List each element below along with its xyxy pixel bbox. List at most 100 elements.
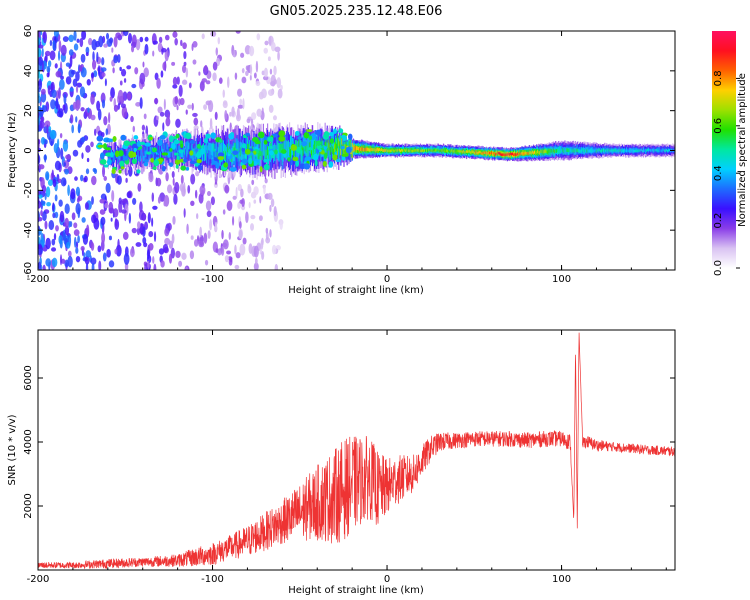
spectrogram-band-cell [381, 148, 383, 151]
spectrogram-band-cell [170, 144, 172, 151]
spectrogram-band-cell [352, 146, 355, 151]
spectrogram-band-cell [388, 149, 390, 152]
spectrogram-band-cell [565, 148, 567, 153]
spectrogram-band-cell [166, 143, 168, 150]
spectrogram-band-blob [323, 146, 327, 150]
spectrogram-band-cell [179, 145, 181, 153]
spectrogram-noise-cell [256, 122, 260, 128]
spectrogram-band-cell [635, 149, 637, 153]
spectrogram-noise-cell [101, 57, 105, 66]
spectrogram-noise-cell [131, 83, 137, 89]
spectrogram-band-cell [550, 149, 552, 153]
spectrogram-band-cell [372, 148, 374, 152]
spectrogram-band-blob [241, 143, 247, 149]
spectrogram-band-cell [383, 149, 385, 152]
spectrogram-band-cell [177, 149, 180, 163]
snr-series-line [38, 332, 675, 570]
spectrogram-noise-cell [113, 55, 119, 64]
x-tick-label: -100 [201, 274, 224, 285]
spectrogram-band-cell [263, 144, 266, 163]
spectrogram-band-cell [324, 141, 326, 150]
spectrogram-noise-cell [222, 89, 225, 98]
spectrogram-noise-cell [93, 168, 98, 174]
spectrogram-noise-cell [183, 61, 187, 66]
spectrogram-band-cell [586, 149, 588, 153]
spectrogram-band-cell [434, 149, 436, 153]
spectrogram-noise-cell [72, 149, 79, 157]
spectrogram-noise-cell [106, 248, 111, 258]
spectrogram-band-cell [524, 151, 526, 155]
spectrogram-band-cell [482, 151, 484, 155]
spectrogram-band-cell [238, 152, 240, 162]
y-tick-label: -60 [23, 262, 34, 278]
spectrogram-band-blob [228, 133, 235, 140]
spectrogram-noise-cell [167, 113, 170, 120]
spectrogram-noise-cell [143, 113, 147, 120]
spectrogram-noise-cell [59, 254, 63, 266]
spectrogram-noise-cell [40, 200, 46, 205]
spectrogram-noise-cell [62, 104, 66, 111]
spectrogram-band-blob [97, 144, 105, 148]
spectrogram-band-cell [327, 140, 329, 148]
spectrogram-band-cell [326, 148, 328, 156]
spectrogram-band-cell [457, 149, 459, 153]
spectrogram-band-cell [351, 150, 353, 159]
spectrogram-band-cell [407, 149, 409, 153]
spectrogram-band-cell [192, 148, 194, 156]
y-tick-label: 0 [23, 147, 34, 153]
spectrogram-band-cell [119, 152, 121, 169]
spectrogram-noise-cell [172, 84, 178, 89]
spectrogram-noise-cell [38, 47, 42, 58]
spectrogram-band-cell [666, 147, 669, 153]
spectrogram-band-cell [588, 149, 590, 153]
spectrogram-band-cell [193, 148, 195, 156]
spectrogram-band-blob [253, 160, 258, 166]
spectrogram-noise-cell [72, 101, 77, 110]
spectrogram-noise-cell [272, 115, 277, 121]
spectrogram-noise-cell [132, 125, 136, 133]
spectrogram-band-cell [138, 149, 140, 161]
spectrogram-band-cell [296, 140, 298, 149]
spectrogram-band-cell [593, 149, 595, 153]
spectrogram-noise-cell [44, 220, 48, 230]
spectrogram-band-cell [111, 158, 114, 164]
spectrogram-band-cell [177, 135, 180, 155]
spectrogram-noise-cell [54, 63, 58, 69]
spectrogram-noise-cell [235, 187, 238, 199]
spectrogram-band-blob [168, 162, 174, 167]
spectrogram-noise-cell [126, 191, 132, 199]
spectrogram-noise-cell [112, 67, 115, 74]
spectrogram-noise-cell [248, 243, 253, 254]
spectrogram-noise-cell [46, 65, 51, 73]
spectrogram-band-cell [463, 151, 466, 154]
spectrogram-noise-cell [192, 59, 197, 65]
x-tick-label: 0 [384, 274, 390, 285]
spectrogram-band-blob [185, 141, 189, 147]
spectrogram-band-cell [293, 150, 295, 160]
spectrogram-noise-cell [269, 80, 276, 87]
spectrogram-noise-cell [75, 186, 81, 197]
spectrogram-band-cell [314, 140, 316, 150]
spectrogram-noise-cell [142, 237, 147, 244]
spectrogram-band-cell [203, 142, 205, 151]
spectrogram-noise-cell [250, 223, 255, 231]
spectrogram-noise-cell [270, 198, 275, 208]
spectrogram-band-cell [466, 150, 469, 153]
spectrogram-noise-cell [80, 53, 86, 63]
spectrogram-band-cell [350, 139, 352, 152]
spectrogram-band-cell [148, 154, 150, 160]
spectrogram-noise-cell [117, 54, 121, 63]
spectrogram-band-cell [367, 147, 369, 151]
spectrogram-noise-cell [45, 258, 52, 267]
spectrogram-noise-cell [49, 50, 56, 61]
spectrogram-noise-cell [253, 262, 259, 270]
spectrogram-band-blob [185, 132, 192, 140]
spectrogram-band-blob [128, 151, 135, 158]
spectrogram-noise-cell [263, 47, 268, 54]
spectrogram-band-cell [570, 148, 572, 153]
spectrogram-band-blob [120, 134, 127, 141]
spectrogram-band-cell [138, 155, 140, 162]
spectrogram-band-blob [301, 141, 308, 147]
spectrogram-band-cell [417, 149, 419, 152]
spectrogram-band-cell [226, 146, 228, 156]
